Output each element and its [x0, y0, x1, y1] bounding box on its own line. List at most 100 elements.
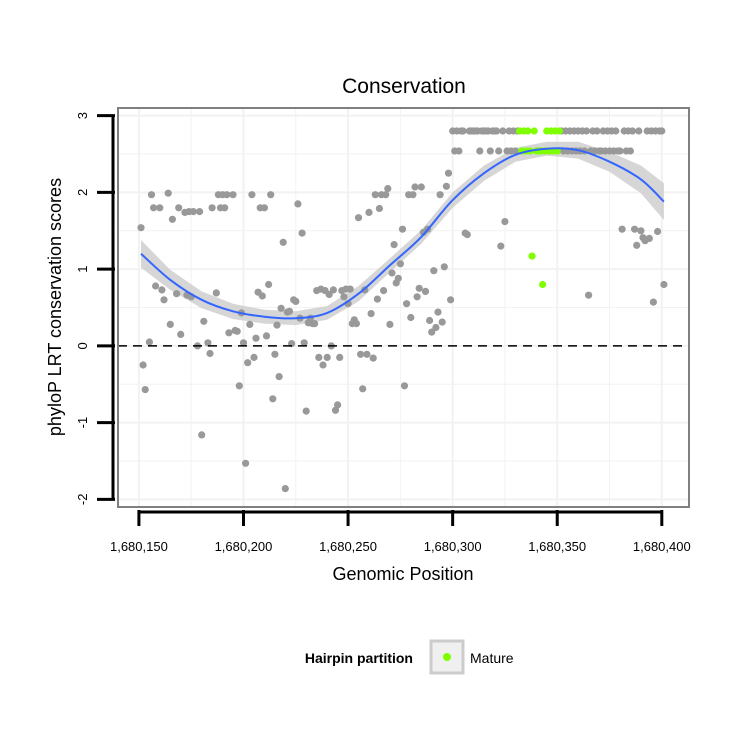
plot-panel-border	[117, 107, 690, 508]
data-point	[426, 316, 434, 325]
data-point	[440, 263, 448, 271]
data-point	[292, 297, 300, 305]
data-point	[164, 189, 172, 197]
data-point	[486, 147, 494, 155]
data-point	[334, 401, 342, 409]
data-point	[409, 191, 417, 199]
smooth-curve	[140, 147, 665, 320]
data-point	[235, 382, 243, 390]
data-point	[319, 361, 327, 369]
data-point	[459, 127, 467, 135]
data-point	[407, 313, 415, 322]
data-point	[262, 332, 271, 340]
data-point	[382, 191, 390, 199]
data-point	[302, 407, 310, 415]
data-point	[212, 289, 220, 297]
data-point	[250, 353, 258, 361]
data-point	[612, 127, 620, 135]
confidence-ribbon	[141, 141, 664, 326]
data-point	[267, 191, 275, 199]
data-point	[354, 214, 363, 222]
y-tick-label: 3	[75, 112, 90, 119]
x-axis-title: Genomic Position	[332, 564, 473, 584]
data-point	[403, 300, 411, 308]
data-point	[616, 147, 624, 155]
data-point	[152, 282, 160, 290]
data-point	[233, 327, 241, 335]
data-point	[198, 431, 206, 439]
data-point	[645, 234, 653, 242]
data-point	[396, 260, 404, 268]
data-point	[417, 183, 425, 191]
data-point	[375, 204, 383, 213]
data-point	[156, 204, 164, 212]
data-point	[329, 286, 337, 294]
data-point	[340, 293, 348, 301]
data-point	[315, 353, 323, 361]
data-point	[147, 191, 156, 199]
data-point	[658, 127, 666, 135]
data-point	[277, 304, 285, 312]
data-point	[294, 200, 302, 208]
data-point	[325, 290, 333, 299]
data-point	[432, 323, 440, 332]
data-point	[166, 320, 174, 328]
x-tick-label: 1,680,350	[528, 539, 586, 554]
data-point	[373, 295, 381, 303]
data-point	[281, 485, 289, 493]
data-point	[158, 286, 166, 294]
y-tick-label: 2	[75, 189, 90, 196]
data-point	[357, 350, 365, 358]
data-point	[242, 459, 250, 467]
data-point	[649, 298, 658, 306]
data-point	[200, 317, 208, 325]
data-point	[323, 353, 331, 361]
confidence-band	[141, 141, 664, 326]
data-point	[447, 296, 455, 304]
data-point	[208, 204, 216, 212]
data-point	[635, 127, 643, 135]
data-point	[225, 329, 233, 337]
data-point	[380, 287, 388, 295]
data-point	[258, 292, 266, 300]
legend-label-mature: Mature	[470, 650, 514, 666]
data-point	[223, 191, 231, 199]
x-tick-label: 1,680,400	[633, 539, 691, 554]
data-point	[196, 208, 204, 216]
data-point	[239, 339, 248, 347]
data-point	[501, 218, 509, 226]
data-point	[582, 127, 591, 135]
data-point-mature	[539, 280, 547, 289]
data-point	[273, 321, 281, 329]
data-point	[265, 280, 273, 289]
data-point	[585, 291, 593, 299]
data-point	[346, 285, 354, 293]
data-point	[434, 308, 442, 316]
data-point	[204, 339, 212, 347]
data-point	[246, 320, 254, 328]
data-point	[654, 227, 662, 236]
data-point	[463, 231, 471, 239]
data-point	[626, 147, 635, 155]
data-point	[252, 334, 260, 342]
data-point	[269, 395, 277, 403]
data-point	[631, 225, 639, 233]
data-point	[248, 191, 256, 199]
data-point	[618, 225, 626, 233]
data-point	[367, 310, 375, 318]
data-point	[400, 382, 409, 390]
data-point	[279, 238, 287, 246]
data-point	[137, 224, 145, 232]
data-point	[476, 147, 484, 155]
smooth-line	[140, 147, 665, 320]
data-point	[300, 339, 308, 347]
data-point	[285, 307, 294, 315]
y-tick-label: -2	[75, 494, 90, 506]
data-point	[275, 373, 283, 381]
data-point	[593, 127, 601, 135]
data-point	[388, 269, 396, 277]
data-point	[168, 215, 176, 223]
data-point	[298, 229, 306, 237]
x-tick-label: 1,680,250	[319, 539, 377, 554]
